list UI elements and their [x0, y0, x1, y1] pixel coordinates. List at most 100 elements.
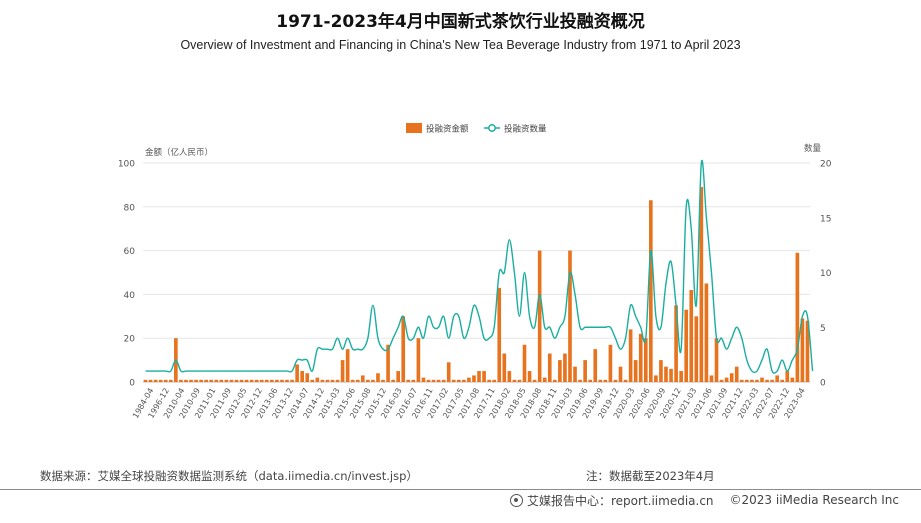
bar-investment-amount — [350, 379, 355, 382]
bar-investment-amount — [340, 360, 345, 382]
footer-copyright: ©2023 iiMedia Research Inc — [729, 493, 900, 507]
bar-investment-amount — [613, 379, 618, 382]
bar-investment-amount — [573, 366, 577, 382]
bar-investment-amount — [694, 316, 699, 382]
bar-investment-amount — [472, 375, 476, 382]
bar-investment-amount — [406, 379, 411, 382]
bar-investment-amount — [633, 360, 638, 382]
bar-investment-amount — [770, 379, 774, 382]
bar-investment-amount — [669, 368, 673, 382]
bar-investment-amount — [431, 379, 436, 382]
bar-investment-amount — [603, 379, 608, 382]
bar-investment-amount — [462, 379, 466, 382]
bar-investment-amount — [305, 373, 310, 382]
y2-tick-label: 0 — [820, 379, 826, 389]
globe-icon — [510, 493, 523, 507]
bar-investment-amount — [148, 379, 153, 382]
bar-investment-amount — [244, 379, 249, 382]
bar-investment-amount — [229, 379, 234, 382]
bar-investment-amount — [290, 379, 294, 382]
bar-investment-amount — [416, 338, 421, 382]
bar-investment-amount — [360, 375, 365, 382]
bar-investment-amount — [537, 250, 542, 382]
bar-investment-amount — [320, 379, 325, 382]
bar-investment-amount — [153, 379, 158, 382]
bar-investment-amount — [583, 360, 587, 382]
bar-investment-amount — [558, 360, 562, 382]
bar-investment-amount — [457, 379, 461, 382]
bar-investment-amount — [239, 379, 244, 382]
y2-axis-label: 数量 — [804, 143, 822, 154]
legend-bar-label: 投融资金额 — [426, 124, 469, 135]
bar-investment-amount — [366, 379, 370, 382]
bar-investment-amount — [401, 316, 406, 382]
bar-investment-amount — [553, 379, 557, 382]
bar-investment-amount — [643, 338, 648, 382]
bar-investment-amount — [598, 379, 603, 382]
bar-investment-amount — [487, 379, 491, 382]
bar-investment-amount — [168, 379, 173, 382]
data-source-note: 数据来源：艾媒全球投融资数据监测系统（data.iimedia.cn/inves… — [40, 469, 418, 483]
bar-investment-amount — [259, 379, 264, 382]
bar-investment-amount — [790, 377, 795, 382]
bar-investment-amount — [325, 379, 330, 382]
bar-investment-amount — [451, 379, 456, 382]
bar-investment-amount — [421, 377, 426, 382]
bar-investment-amount — [760, 377, 764, 382]
bar-investment-amount — [527, 371, 532, 382]
bar-investment-amount — [654, 375, 658, 382]
bar-investment-amount — [785, 371, 790, 382]
bar-investment-amount — [467, 377, 471, 382]
bar-investment-amount — [608, 344, 613, 382]
bar-investment-amount — [396, 371, 400, 382]
bar-investment-amount — [264, 379, 269, 382]
bar-investment-amount — [745, 379, 749, 382]
bar-investment-amount — [628, 329, 633, 382]
bar-investment-amount — [659, 360, 663, 382]
bar-investment-amount — [689, 290, 694, 382]
bar-investment-amount — [219, 379, 224, 382]
bar-investment-amount — [512, 379, 517, 382]
bar-investment-amount — [578, 379, 582, 382]
footer-site[interactable]: 艾媒报告中心：report.iimedia.cn — [527, 493, 714, 508]
bar-investment-amount — [436, 379, 441, 382]
bar-investment-amount — [704, 283, 709, 382]
bar-investment-amount — [381, 379, 385, 382]
bar-investment-amount — [618, 366, 623, 382]
bar-investment-amount — [194, 379, 198, 382]
footer-divider — [0, 489, 921, 490]
bar-investment-amount — [209, 379, 214, 382]
bar-investment-amount — [547, 353, 552, 382]
bar-investment-amount — [684, 309, 689, 382]
bar-investment-amount — [310, 379, 315, 382]
bar-investment-amount — [724, 377, 729, 382]
y2-tick-label: 20 — [820, 160, 832, 170]
bar-investment-amount — [507, 371, 512, 382]
bar-investment-amount — [664, 366, 668, 382]
bar-investment-amount — [532, 379, 537, 382]
bar-investment-amount — [719, 379, 724, 382]
bar-investment-amount — [330, 379, 335, 382]
bar-investment-amount — [224, 379, 229, 382]
bar-investment-amount — [426, 379, 431, 382]
y-tick-label: 20 — [124, 335, 136, 345]
bar-investment-amount — [497, 287, 502, 382]
bar-investment-amount — [254, 379, 259, 382]
bar-investment-amount — [371, 379, 375, 382]
bar-investment-amount — [765, 379, 769, 382]
bar-investment-amount — [638, 333, 643, 382]
bar-investment-amount — [679, 371, 683, 382]
bar-investment-amount — [199, 379, 203, 382]
bar-investment-amount — [386, 344, 390, 382]
bar-investment-amount — [411, 379, 416, 382]
bar-investment-amount — [345, 349, 350, 382]
bar-investment-amount — [482, 371, 486, 382]
bar-investment-amount — [285, 379, 289, 382]
y-tick-label: 0 — [129, 379, 135, 389]
bar-investment-amount — [739, 379, 744, 382]
y-tick-label: 100 — [118, 160, 135, 170]
bar-investment-amount — [492, 379, 497, 382]
bar-investment-amount — [795, 252, 800, 382]
y2-tick-label: 15 — [820, 214, 831, 224]
